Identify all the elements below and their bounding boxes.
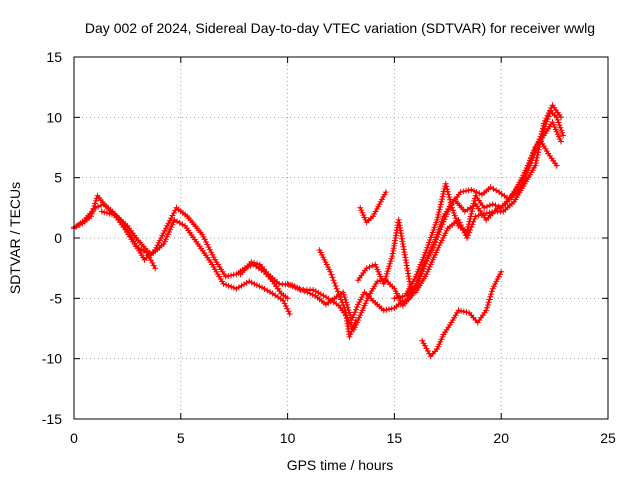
axis-ticks xyxy=(73,56,609,420)
markers-track-7 xyxy=(355,216,421,296)
y-tick-label: -10 xyxy=(42,351,62,367)
y-tick-label: -5 xyxy=(50,290,63,306)
markers-track-6 xyxy=(316,247,359,340)
x-tick-label: 20 xyxy=(493,430,509,446)
x-tick-labels: 0 5 10 15 20 25 xyxy=(70,430,616,446)
x-tick-label: 5 xyxy=(177,430,185,446)
y-tick-label: 10 xyxy=(46,109,62,125)
markers-track-12 xyxy=(412,102,564,296)
y-axis-label: SDTVAR / TECUs xyxy=(7,182,23,294)
x-tick-label: 0 xyxy=(70,430,78,446)
data-layer xyxy=(72,104,565,358)
y-tick-label: 15 xyxy=(46,49,62,65)
chart-title: Day 002 of 2024, Sidereal Day-to-day VTE… xyxy=(85,20,595,36)
markers-track-8 xyxy=(357,189,389,226)
x-tick-label: 25 xyxy=(600,430,616,446)
marker-layer xyxy=(71,102,567,360)
markers-track-4 xyxy=(237,259,406,324)
series-track-12 xyxy=(414,104,563,294)
markers-track-3 xyxy=(98,208,159,272)
x-axis-label: GPS time / hours xyxy=(287,457,394,473)
x-tick-label: 10 xyxy=(280,430,296,446)
y-tick-label: 0 xyxy=(54,230,62,246)
y-tick-label: 5 xyxy=(54,170,62,186)
markers-track-13 xyxy=(419,268,505,360)
x-tick-label: 15 xyxy=(387,430,403,446)
grid xyxy=(74,57,608,419)
y-tick-labels: -15 -10 -5 0 5 10 15 xyxy=(42,49,62,427)
series-track-13 xyxy=(421,270,503,358)
y-tick-label: -15 xyxy=(42,411,62,427)
